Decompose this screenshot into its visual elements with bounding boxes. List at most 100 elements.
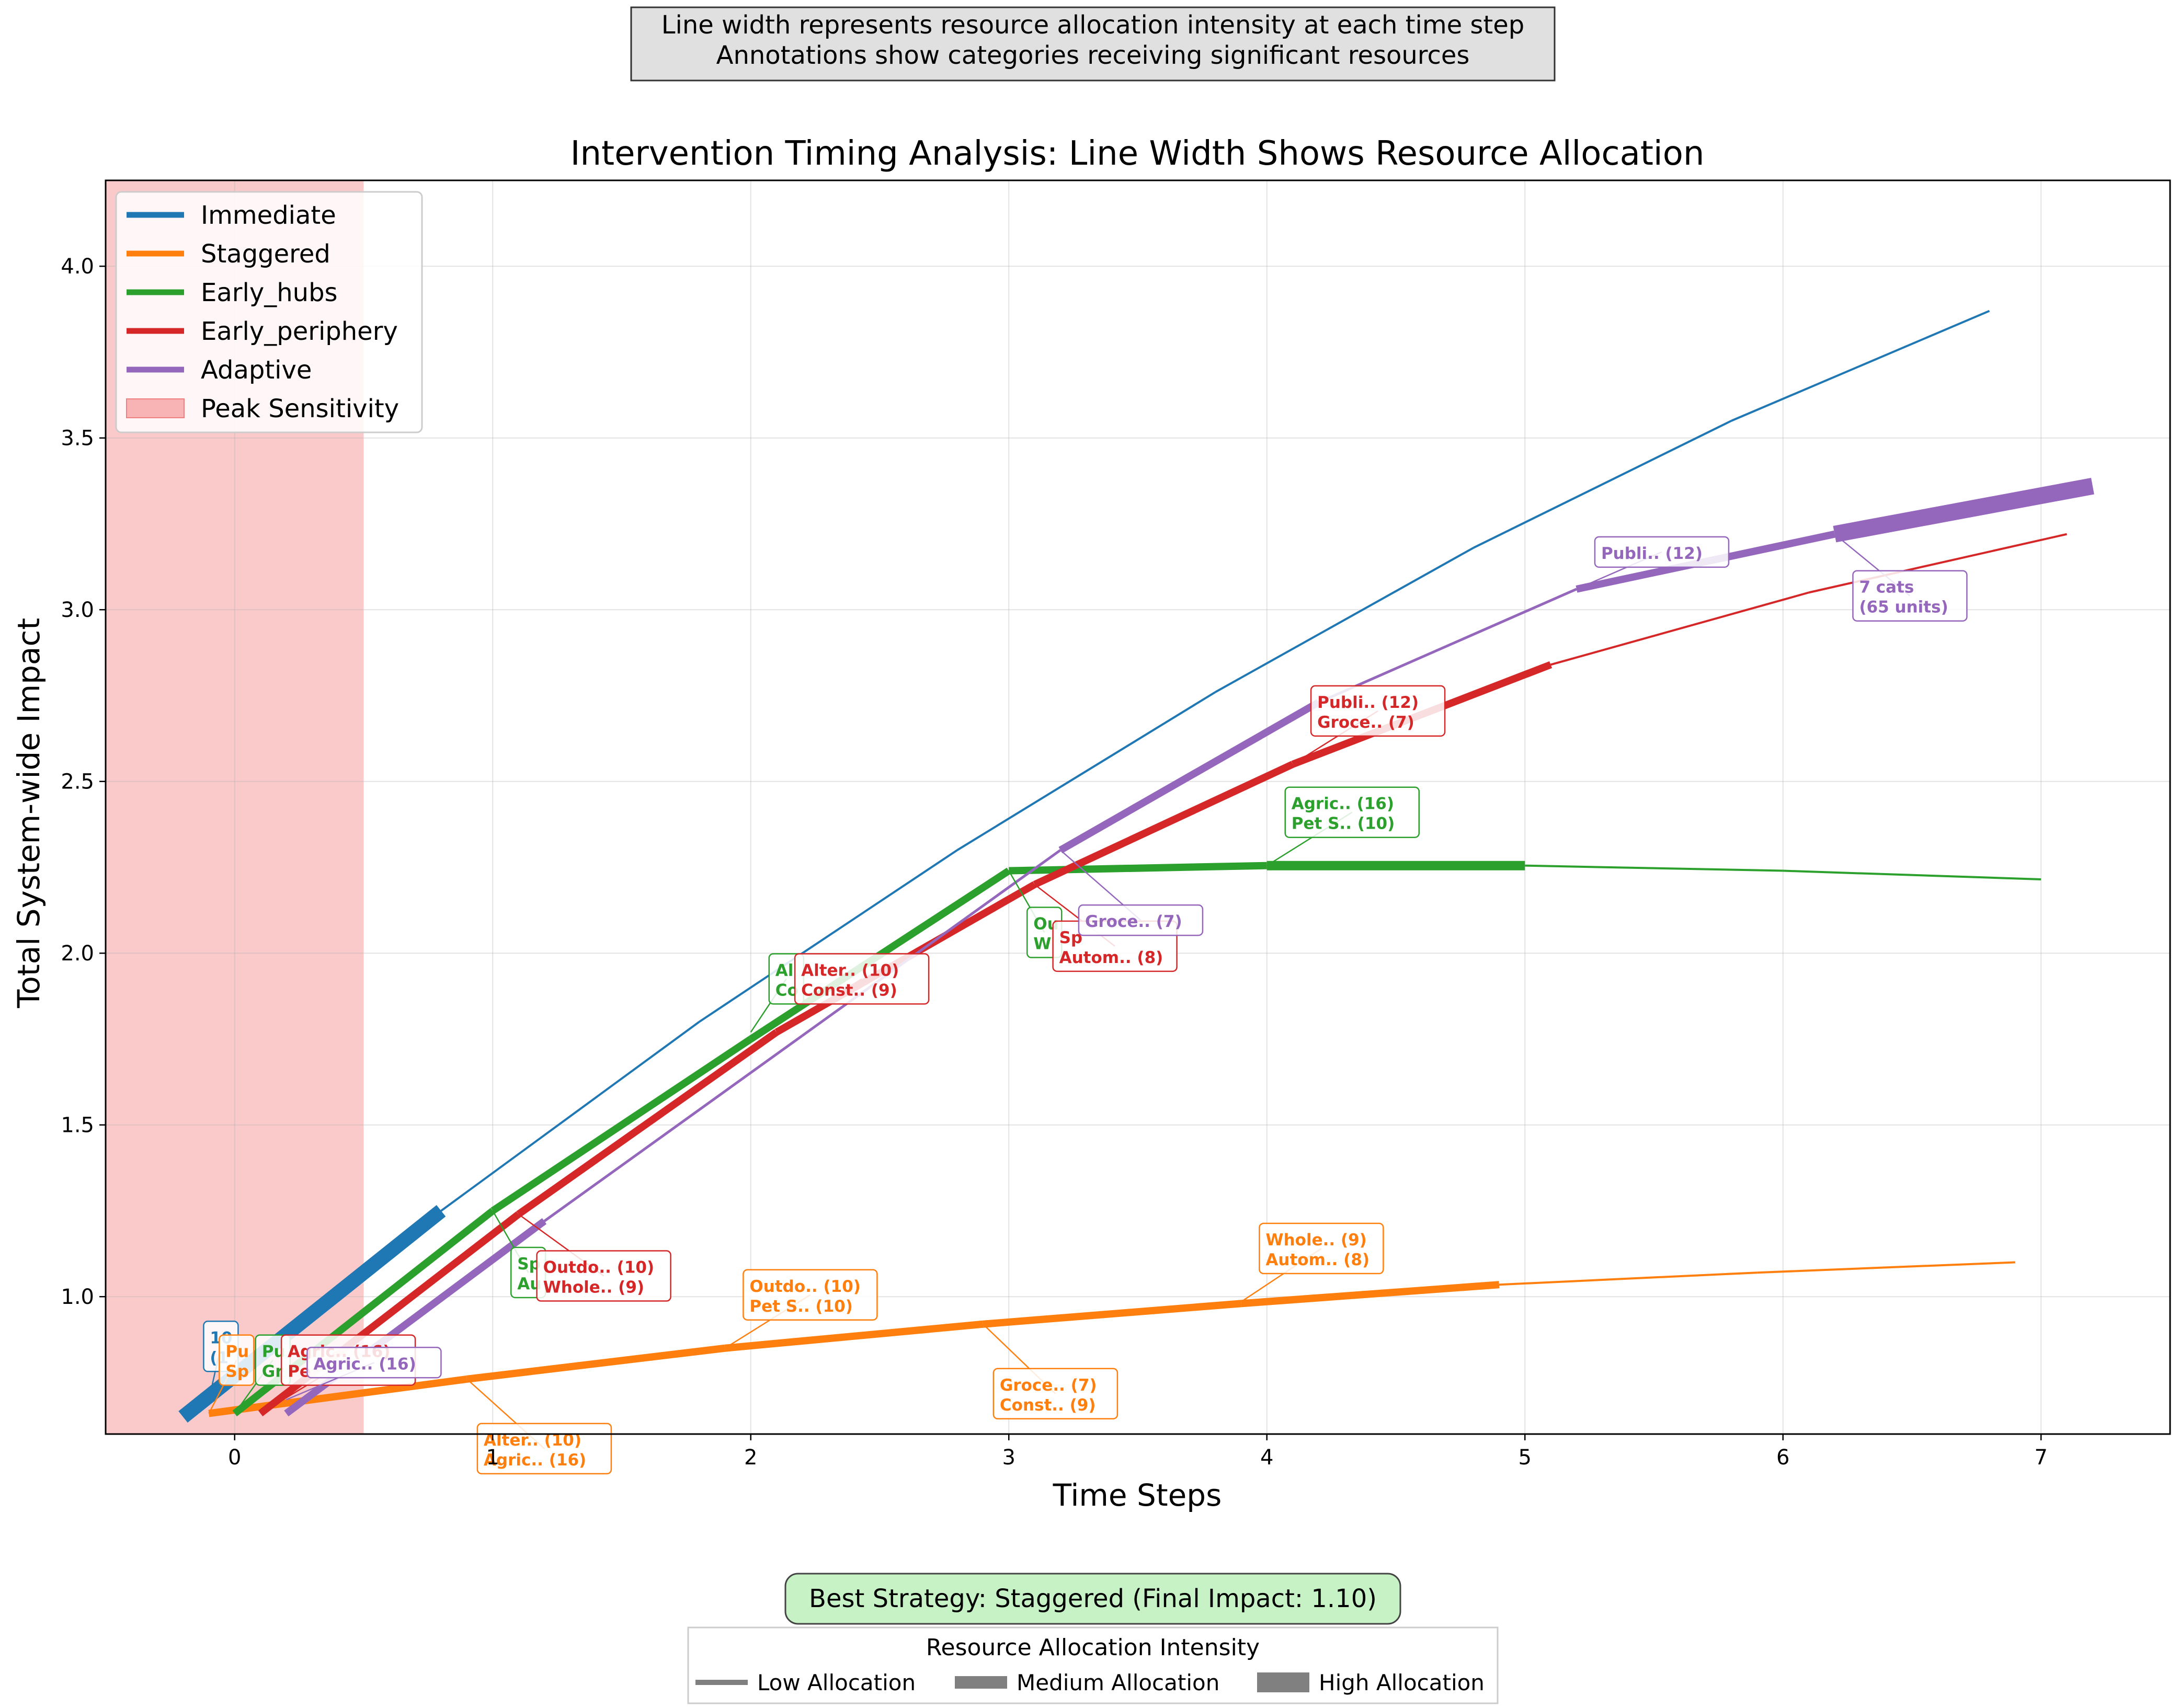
y-axis-label: Total System-wide Impact [11,618,47,1008]
series-segment [1550,591,1809,666]
annotation-text: Groce.. (7) [1085,912,1182,931]
series-segment [1783,869,2041,880]
width-legend: Resource Allocation Intensity Low Alloca… [687,1626,1499,1704]
series-segment [490,1036,753,1214]
annotation-text: Whole.. (9) [1265,1231,1366,1250]
axes-frame [105,179,2171,1435]
annotation-box [1284,786,1420,838]
annotation-box [536,1250,671,1302]
annotation-text: Pet S.. (10) [1292,815,1395,833]
annotation-text: Alter.. (10) [801,961,899,980]
annotation-text: Publi.. (12) [1601,544,1703,563]
series-segment [1833,477,2094,543]
annotation-layer: 10(1PuSpAlter.. (10)Agric.. (16)Outdo.. … [203,533,1968,1475]
series-staggered [208,1261,2015,1417]
annotation-box [1310,685,1446,737]
y-tick-label: 1.5 [61,1114,94,1138]
axes: 0 1 2 3 4 5 6 7 1.0 1.5 2.0 2.5 3.0 3.5 4.0 [61,179,2171,1470]
y-tick-label: 2.0 [61,942,94,966]
annotation-text: Const.. (9) [1000,1396,1096,1415]
annotation-box [1259,1222,1384,1275]
annotation: Agric.. (16) Pet S.. (10) [1266,786,1420,866]
x-tick-label: 1 [486,1446,499,1470]
annotation-text: Const.. (9) [801,981,897,1000]
y-tick-label: 4.0 [61,255,94,279]
width-legend-title: Resource Allocation Intensity [926,1634,1260,1661]
annotation-text: (65 units) [1859,598,1948,617]
x-tick-label: 4 [1260,1446,1273,1470]
chart-title: Intervention Timing Analysis: Line Width… [570,134,1705,173]
width-legend-label: Low Allocation [757,1670,916,1695]
annotation: Publi.. (12)Groce.. (7) [1292,685,1446,765]
info-line-1: Line width represents resource allocatio… [661,10,1525,40]
x-tick-label: 6 [1776,1446,1789,1470]
series-segment [1215,547,1474,693]
annotation: Agric.. (16) [286,1347,442,1401]
legend-label: Staggered [201,239,330,269]
series-segment [956,691,1216,851]
annotation: Groce.. (7) [1060,850,1204,936]
annotation-text: Sp [225,1362,249,1381]
x-tick-label: 0 [228,1446,241,1470]
y-tick-label: 2.5 [61,770,94,794]
legend-label: Immediate [201,201,336,230]
legend-label: Peak Sensitivity [201,394,399,423]
annotation-text: Groce.. (7) [1317,713,1414,732]
series-layer [178,309,2094,1423]
series-segment [801,849,1062,1037]
legend-box [115,191,423,433]
annotation-text: Outdo.. (10) [543,1258,655,1277]
annotation: Outdo.. (10)Pet S.. (10) [724,1269,878,1349]
annotation-text: Publi.. (12) [1317,693,1419,712]
width-legend-label: Medium Allocation [1017,1670,1219,1695]
annotation-box [476,1423,612,1475]
annotation: Alter.. (10)Const.. (9) [776,953,930,1033]
series-segment [1473,420,1732,549]
y-tick-label: 3.5 [61,427,94,451]
series-segment [1240,1281,1500,1308]
annotation-text: Al [775,961,794,980]
annotation: Publi.. (12) [1576,536,1730,590]
annotation-text: Pu [225,1343,249,1361]
annotation-text: Autom.. (8) [1265,1251,1369,1269]
annotation: Outdo.. (10)Whole.. (9) [518,1213,671,1302]
annotation-text: Agric.. (16) [1292,795,1394,813]
series-segment [698,849,958,1023]
series-segment [1499,1271,1757,1286]
annotation-text: Whole.. (9) [543,1278,644,1297]
best-strategy-badge: Best Strategy: Staggered (Final Impact: … [784,1573,1401,1625]
series-segment [724,1320,984,1352]
annotation-box [1852,570,1968,622]
series-segment [1525,864,1783,872]
annotation: Whole.. (9)Autom.. (8) [1240,1222,1384,1303]
annotation-box [1594,536,1730,568]
width-legend-label: High Allocation [1319,1670,1485,1695]
annotation-text: Gr [262,1362,283,1381]
annotation-box [992,1368,1118,1420]
series-segment [1318,588,1577,704]
x-tick-label: 7 [2035,1446,2048,1470]
x-tick-label: 3 [1002,1446,1015,1470]
series-segment [1009,862,1267,875]
series-segment [466,1344,726,1383]
series-segment [1808,533,2068,594]
series-segment [440,1021,700,1212]
series-segment [543,1034,803,1222]
series-segment [516,1029,779,1218]
x-tick-label: 2 [744,1446,757,1470]
y-tick-label: 3.0 [61,598,94,622]
annotation-text: Agric.. (16) [313,1355,416,1373]
info-line-2: Annotations show categories receiving si… [716,41,1470,70]
legend-label: Early_hubs [201,278,338,307]
legend-label: Early_periphery [201,317,398,346]
x-tick-label: 5 [1519,1446,1532,1470]
legend-swatch [126,398,185,418]
annotation-text: W [1033,935,1051,954]
annotation-text: 7 cats [1859,578,1914,597]
series-segment [983,1300,1241,1328]
annotation-box [219,1334,255,1386]
annotation-text: Autom.. (8) [1059,948,1163,967]
annotation-text: Pet S.. (10) [749,1297,853,1316]
